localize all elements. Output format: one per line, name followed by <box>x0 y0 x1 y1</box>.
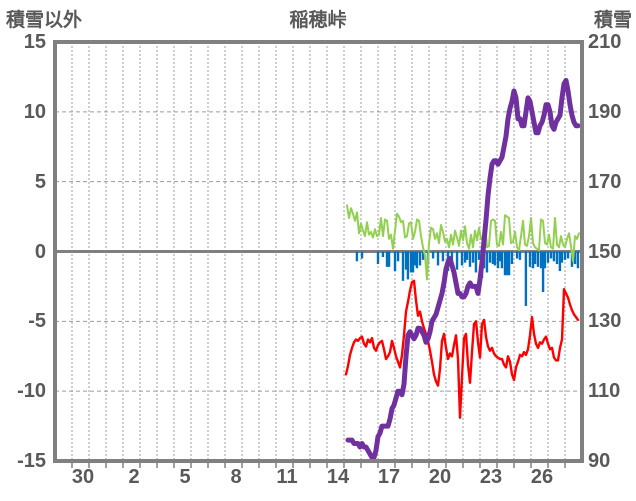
right-axis-tick: 90 <box>588 450 611 472</box>
left-axis-tick: 10 <box>23 100 46 123</box>
left-axis-tick: 15 <box>23 31 46 53</box>
left-axis-tick: -10 <box>17 380 46 403</box>
left-axis-tick: 5 <box>34 170 46 193</box>
x-axis-tick: 2 <box>128 466 140 488</box>
right-axis-tick: 150 <box>588 240 622 263</box>
x-axis-tick: 26 <box>530 466 554 488</box>
chart-title: 稲穂峠 <box>289 10 347 31</box>
x-axis-tick: 23 <box>479 466 503 488</box>
green-line <box>346 204 580 281</box>
right-axis-tick: 170 <box>588 170 622 193</box>
x-axis-tick: 14 <box>326 466 350 488</box>
right-axis-tick: 210 <box>588 31 622 53</box>
right-axis-tick: 110 <box>588 380 621 403</box>
right-axis-title: 積雪 <box>593 10 632 31</box>
left-axis-tick: -15 <box>17 450 46 472</box>
left-axis-tick: -5 <box>28 310 46 333</box>
x-axis-tick: 11 <box>276 466 298 488</box>
x-axis-tick: 8 <box>230 466 242 488</box>
x-axis-tick: 30 <box>71 466 95 488</box>
right-axis-tick: 190 <box>588 100 622 123</box>
red-line <box>344 279 580 419</box>
chart-plot-area <box>53 40 584 468</box>
plot-frame <box>53 40 584 463</box>
left-axis-title: 積雪以外 <box>6 10 83 31</box>
x-axis-tick: 20 <box>428 466 452 488</box>
x-axis-tick: 17 <box>377 466 401 488</box>
right-axis-tick: 130 <box>588 310 622 333</box>
purple-line <box>345 77 581 460</box>
left-axis-tick: 0 <box>34 240 46 263</box>
x-axis-tick: 5 <box>179 466 191 488</box>
